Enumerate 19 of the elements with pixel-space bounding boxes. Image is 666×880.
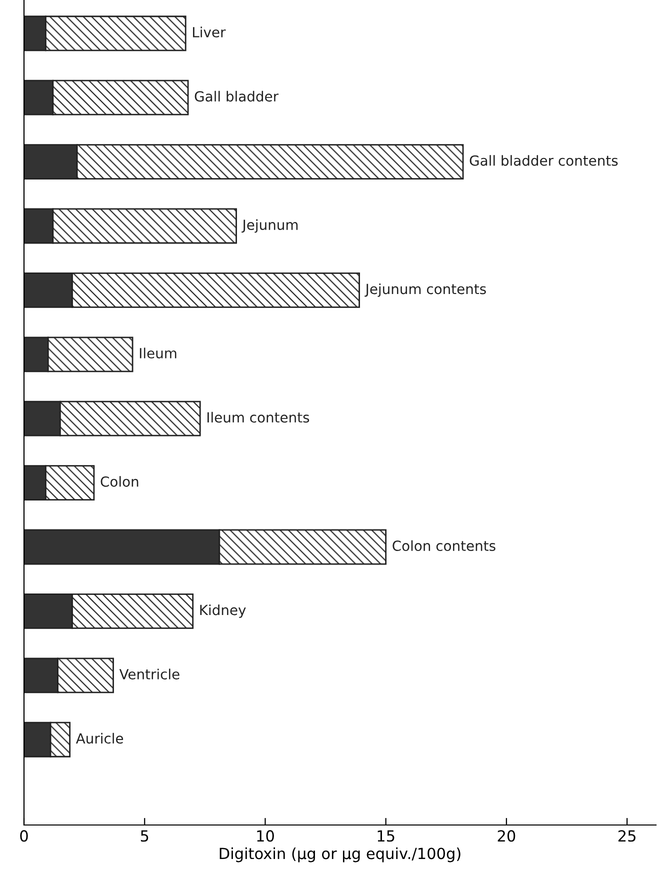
y-tick-label: Ventricle: [119, 668, 180, 680]
y-tick-label: Gall bladder: [194, 90, 279, 102]
x-tick-label: 20: [498, 830, 516, 842]
x-tick-label: 0: [20, 830, 28, 842]
x-tick-label: 15: [378, 830, 394, 842]
y-tick-label: Gall bladder contents: [470, 155, 618, 166]
y-tick-label: Jejunum contents: [364, 283, 486, 297]
y-tick-label: Liver: [193, 26, 226, 38]
x-tick-label: 25: [618, 830, 636, 842]
x-tick-label: 10: [257, 830, 274, 842]
y-tick-label: Jejunum: [242, 219, 298, 233]
y-tick-label: Colon contents: [392, 540, 496, 552]
x-tick-label: 5: [140, 830, 148, 842]
x-axis-title: Digitoxin (µg or µg equiv./100g): [220, 847, 460, 862]
y-tick-label: Colon: [100, 476, 138, 487]
y-tick-label: Auricle: [76, 732, 124, 744]
y-tick-label: Kidney: [200, 604, 246, 618]
y-tick-label: Ileum contents: [207, 412, 310, 423]
y-tick-label: Ileum: [140, 348, 176, 358]
